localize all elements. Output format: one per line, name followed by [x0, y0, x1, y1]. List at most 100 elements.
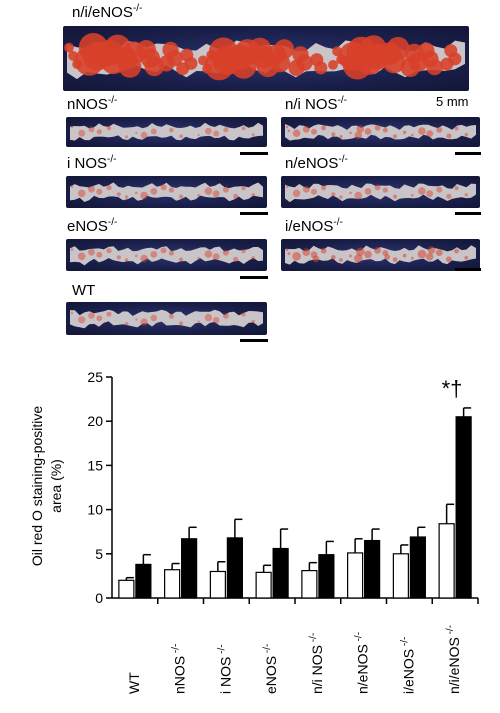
lipid-stain-spot: [179, 257, 184, 262]
x-category-label: nNOS -/-: [171, 644, 188, 694]
lipid-stain-spot: [82, 41, 112, 71]
x-category-label: n/i NOS -/-: [308, 633, 325, 694]
y-tick-label: 5: [95, 546, 103, 562]
bar: [409, 536, 426, 599]
lipid-stain-spot: [311, 128, 317, 135]
lipid-stain-spot: [241, 126, 246, 131]
lipid-stain-spot: [410, 256, 414, 260]
lipid-stain-spot: [454, 248, 459, 254]
lipid-stain-spot: [292, 189, 301, 198]
lipid-stain-spot: [425, 252, 434, 261]
bar: [226, 537, 243, 599]
lipid-stain-spot: [106, 248, 112, 254]
lipid-stain-spot: [72, 59, 82, 69]
lipid-stain-spot: [140, 131, 148, 139]
lipid-stain-spot: [392, 257, 398, 262]
bar: [455, 416, 472, 599]
specimen-image-ie: [281, 239, 480, 271]
lipid-stain-spot: [179, 134, 183, 139]
panel-label-wt: WT: [72, 282, 96, 299]
panel-label-ni: n/i NOS-/-: [285, 95, 347, 113]
lipid-stain-spot: [202, 63, 213, 74]
lipid-stain-spot: [150, 128, 157, 135]
lipid-stain-spot: [418, 187, 426, 195]
lipid-stain-spot: [251, 256, 255, 260]
lipid-stain-spot: [435, 249, 443, 256]
lipid-stain-spot: [332, 46, 342, 57]
lipid-stain-spot: [135, 191, 138, 195]
lipid-stain-spot: [179, 194, 184, 199]
lipid-stain-spot: [241, 249, 246, 254]
lipid-stain-spot: [150, 251, 158, 258]
x-category-label: WT: [126, 672, 142, 694]
lipid-stain-spot: [78, 316, 86, 324]
aorta-tissue: [285, 124, 476, 141]
lipid-stain-spot: [364, 250, 372, 259]
lipid-stain-spot: [88, 312, 95, 319]
lipid-stain-spot: [411, 133, 414, 137]
lipid-stain-spot: [349, 191, 352, 195]
lipid-stain-spot: [168, 313, 174, 319]
lipid-stain-spot: [364, 188, 372, 195]
x-category-label: eNOS -/-: [262, 644, 279, 694]
lipid-stain-spot: [382, 187, 388, 193]
lipid-stain-spot: [339, 135, 343, 139]
x-category-label: n/i/eNOS -/-: [445, 625, 462, 694]
bar: [347, 552, 364, 599]
scale-text: 5 mm: [434, 94, 471, 109]
significance-annotation: *†: [442, 376, 463, 401]
panel-label-nie: n/i/eNOS-/-: [72, 3, 143, 21]
lipid-stain-spot: [160, 247, 167, 254]
specimen-image-e: [66, 239, 267, 271]
lipid-stain-spot: [179, 321, 184, 326]
bar: [364, 539, 381, 599]
aorta-tissue: [70, 122, 263, 141]
lipid-stain-spot: [285, 125, 289, 129]
lipid-stain-spot: [417, 249, 427, 259]
lipid-stain-spot: [384, 254, 391, 260]
lipid-stain-spot: [222, 249, 229, 256]
bar: [392, 553, 409, 599]
lipid-stain-spot: [356, 247, 365, 257]
lipid-stain-spot: [78, 129, 86, 137]
lipid-stain-spot: [418, 127, 426, 135]
lipid-stain-spot: [198, 55, 208, 66]
lipid-stain-spot: [96, 129, 102, 135]
lipid-stain-spot: [168, 250, 174, 256]
lipid-stain-spot: [446, 193, 452, 199]
lipid-stain-spot: [251, 133, 255, 137]
lipid-stain-spot: [64, 42, 74, 53]
lipid-stain-spot: [150, 314, 158, 322]
lipid-stain-spot: [321, 125, 327, 131]
lipid-stain-spot: [426, 59, 443, 76]
lipid-stain-spot: [222, 186, 229, 193]
lipid-stain-spot: [205, 127, 212, 135]
lipid-stain-spot: [197, 133, 200, 137]
lipid-stain-spot: [166, 50, 183, 67]
lipid-stain-spot: [402, 253, 407, 258]
lipid-stain-spot: [169, 127, 174, 133]
aorta-tissue: [285, 183, 476, 203]
lipid-stain-spot: [241, 186, 246, 191]
scale-bar: [240, 152, 268, 155]
lipid-stain-spot: [184, 56, 198, 70]
specimen-image-n: [66, 117, 267, 147]
scale-bar: [455, 268, 481, 271]
lipid-stain-spot: [354, 131, 363, 140]
lipid-stain-spot: [454, 126, 459, 131]
lipid-stain-spot: [168, 187, 174, 193]
lipid-stain-spot: [233, 193, 239, 199]
lipid-stain-spot: [125, 135, 129, 139]
lipid-stain-spot: [256, 54, 280, 78]
lipid-stain-spot: [106, 185, 112, 191]
lipid-stain-spot: [302, 126, 310, 133]
specimen-image-nie: [63, 26, 469, 91]
lipid-stain-spot: [70, 311, 74, 315]
lipid-stain-spot: [426, 130, 434, 137]
lipid-stain-spot: [364, 128, 372, 135]
lipid-stain-spot: [285, 248, 289, 251]
panel-label-n: nNOS-/-: [67, 95, 118, 113]
lipid-stain-spot: [140, 191, 148, 200]
lipid-stain-spot: [96, 251, 103, 258]
specimen-image-ni: [281, 117, 480, 147]
